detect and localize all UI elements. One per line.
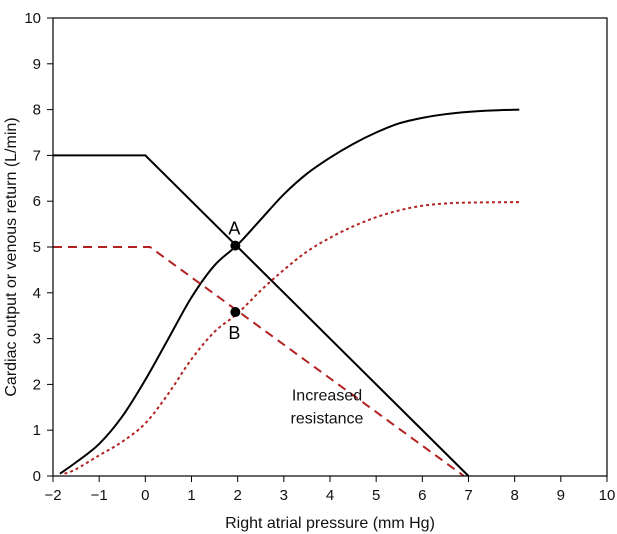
y-tick-label: 4 (33, 285, 41, 302)
venous-return-normal-line (53, 154, 470, 477)
annotation-text: resistance (291, 410, 364, 427)
x-tick-label: 3 (280, 487, 288, 504)
x-tick-label: 0 (141, 487, 149, 504)
point-a-marker (230, 240, 241, 251)
x-tick-label: 7 (464, 487, 472, 504)
y-tick-label: 2 (33, 376, 41, 393)
x-tick-label: 8 (510, 487, 518, 504)
x-tick-label: 10 (599, 487, 616, 504)
x-tick-label: 6 (418, 487, 426, 504)
cardiac-output-depressed-line (64, 201, 520, 475)
plot-frame (52, 17, 608, 477)
x-tick-label: 2 (233, 487, 241, 504)
x-axis-label: Right atrial pressure (mm Hg) (225, 515, 435, 532)
axis-ticks: −2 −1 0 1 2 3 4 5 6 7 8 9 10 0 1 2 3 4 5 6 7 8 9 10 (24, 10, 615, 504)
x-tick-label: 5 (372, 487, 380, 504)
y-tick-label: 0 (33, 468, 41, 485)
y-axis-label: Cardiac output or venous return (L/min) (3, 117, 20, 396)
x-tick-label: 1 (187, 487, 195, 504)
series-lines (53, 108, 520, 477)
x-tick-label: 4 (326, 487, 334, 504)
y-tick-label: 1 (33, 422, 41, 439)
annotations: Increased resistance (291, 387, 364, 427)
venous-return-increased-resistance-line (53, 246, 465, 477)
x-tick-label: 9 (557, 487, 565, 504)
annotation-text: Increased (292, 387, 362, 404)
x-tick-label: −2 (44, 487, 61, 504)
y-tick-label: 7 (33, 147, 41, 164)
y-tick-label: 9 (33, 56, 41, 73)
cardiac-output-normal-line (59, 108, 520, 475)
equilibrium-points: AB (228, 219, 240, 343)
y-tick-label: 10 (24, 10, 41, 27)
x-tick-label: −1 (91, 487, 108, 504)
y-tick-label: 6 (33, 193, 41, 210)
y-tick-label: 8 (33, 102, 41, 119)
point-a-label: A (228, 219, 240, 239)
y-tick-label: 3 (33, 331, 41, 348)
point-b-label: B (228, 323, 240, 343)
point-b-marker (230, 307, 241, 318)
y-tick-label: 5 (33, 239, 41, 256)
